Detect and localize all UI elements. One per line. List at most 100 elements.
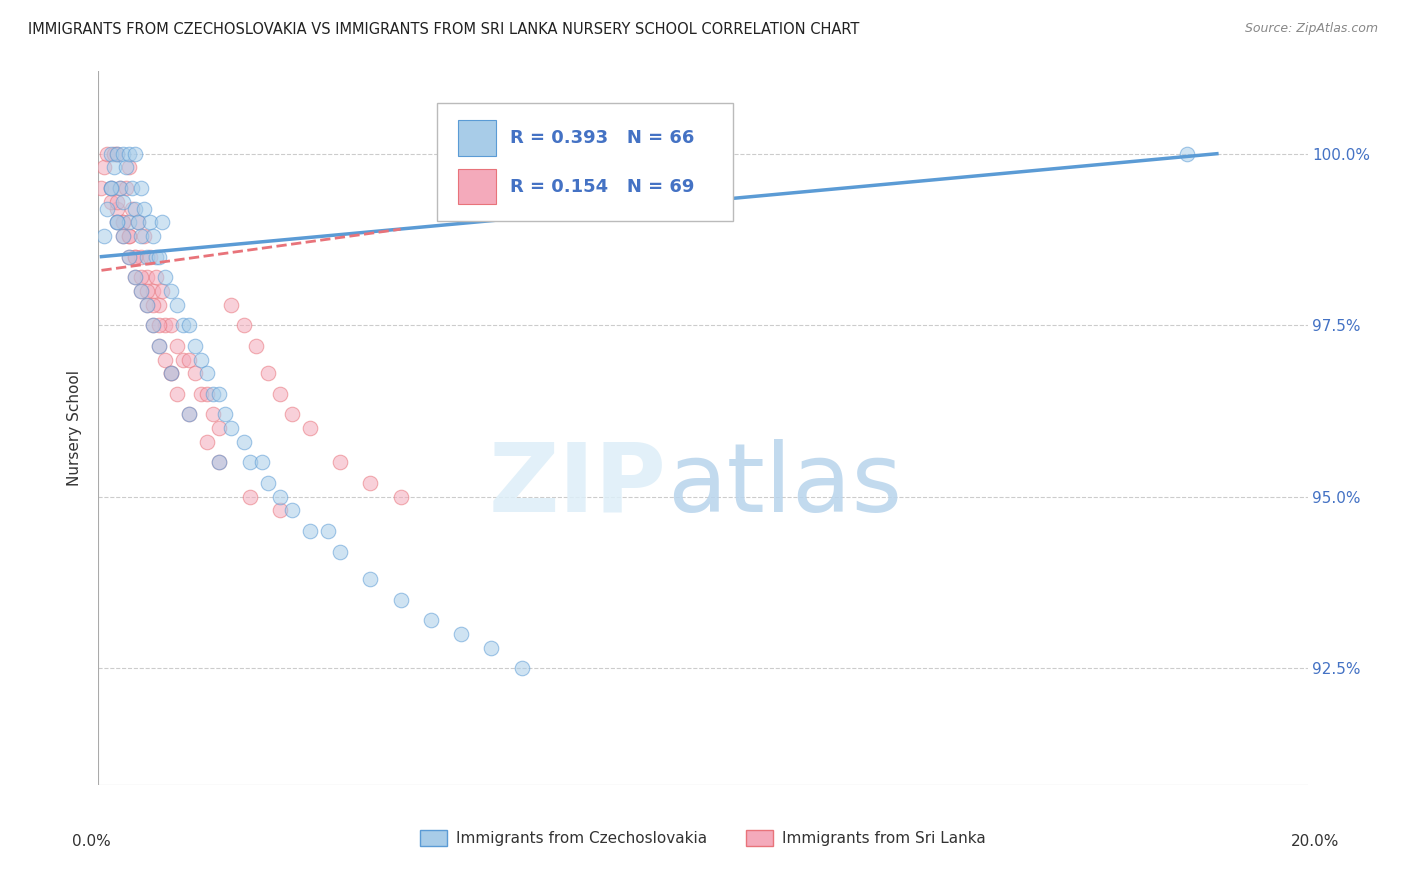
Point [118,215,141,229]
Point [108,181,131,195]
Point [93,229,115,244]
Point [100,194,122,209]
Point [269,503,291,517]
Point [114,181,136,195]
Point [269,490,291,504]
Point [114,161,136,175]
Text: R = 0.393   N = 66: R = 0.393 N = 66 [509,129,695,147]
Point [129,250,152,264]
Point [269,387,291,401]
Text: R = 0.154   N = 69: R = 0.154 N = 69 [509,178,695,195]
Point [100,146,122,161]
Point [172,318,194,333]
Point [166,298,188,312]
Point [118,161,141,175]
Point [127,215,149,229]
Point [450,627,472,641]
Point [124,250,146,264]
Point [148,339,170,353]
Point [103,146,125,161]
Point [420,613,443,627]
Point [129,181,152,195]
Point [124,270,146,285]
Point [256,366,278,380]
Point [160,366,183,380]
Point [121,202,143,216]
Bar [457,120,496,156]
Point [232,318,254,333]
Point [202,408,225,422]
Point [221,421,243,435]
Point [299,421,322,435]
Point [111,215,134,229]
Point [111,146,134,161]
Point [105,215,128,229]
Point [208,387,231,401]
Point [90,181,112,195]
Point [389,592,412,607]
Point [135,250,157,264]
Point [256,476,278,491]
Point [142,229,165,244]
Point [299,524,322,538]
Point [316,524,339,538]
Point [245,339,267,353]
Point [124,270,146,285]
Point [96,146,118,161]
Point [105,202,128,216]
Point [148,250,170,264]
Point [111,229,134,244]
Point [208,455,231,469]
Point [108,181,131,195]
Point [124,250,146,264]
Point [153,352,176,367]
Point [510,661,533,675]
Point [1175,146,1198,161]
Point [111,229,134,244]
Point [329,455,352,469]
Point [184,366,207,380]
Point [96,202,118,216]
Point [129,284,152,298]
Point [239,455,262,469]
Point [153,318,176,333]
Bar [457,169,496,204]
Point [389,490,412,504]
Point [135,270,157,285]
Text: IMMIGRANTS FROM CZECHOSLOVAKIA VS IMMIGRANTS FROM SRI LANKA NURSERY SCHOOL CORRE: IMMIGRANTS FROM CZECHOSLOVAKIA VS IMMIGR… [28,22,859,37]
Point [100,181,122,195]
Point [111,215,134,229]
Point [150,284,173,298]
Point [160,366,183,380]
Point [232,434,254,449]
Point [360,476,382,491]
Point [121,181,143,195]
Point [195,434,218,449]
Y-axis label: Nursery School: Nursery School [67,370,83,486]
Point [118,250,141,264]
Point [111,194,134,209]
Point [208,455,231,469]
Point [153,270,176,285]
Text: Source: ZipAtlas.com: Source: ZipAtlas.com [1244,22,1378,36]
Point [239,490,262,504]
Point [105,215,128,229]
Point [124,202,146,216]
Point [250,455,273,469]
Point [124,146,146,161]
Point [139,215,162,229]
Point [221,298,243,312]
Point [281,408,304,422]
Point [139,250,162,264]
Point [118,146,141,161]
Point [93,161,115,175]
Point [160,284,183,298]
Point [190,352,212,367]
Point [160,318,183,333]
Point [150,215,173,229]
Point [166,339,188,353]
Point [135,298,157,312]
Point [142,298,165,312]
Point [148,298,170,312]
Text: 20.0%: 20.0% [1291,834,1339,849]
